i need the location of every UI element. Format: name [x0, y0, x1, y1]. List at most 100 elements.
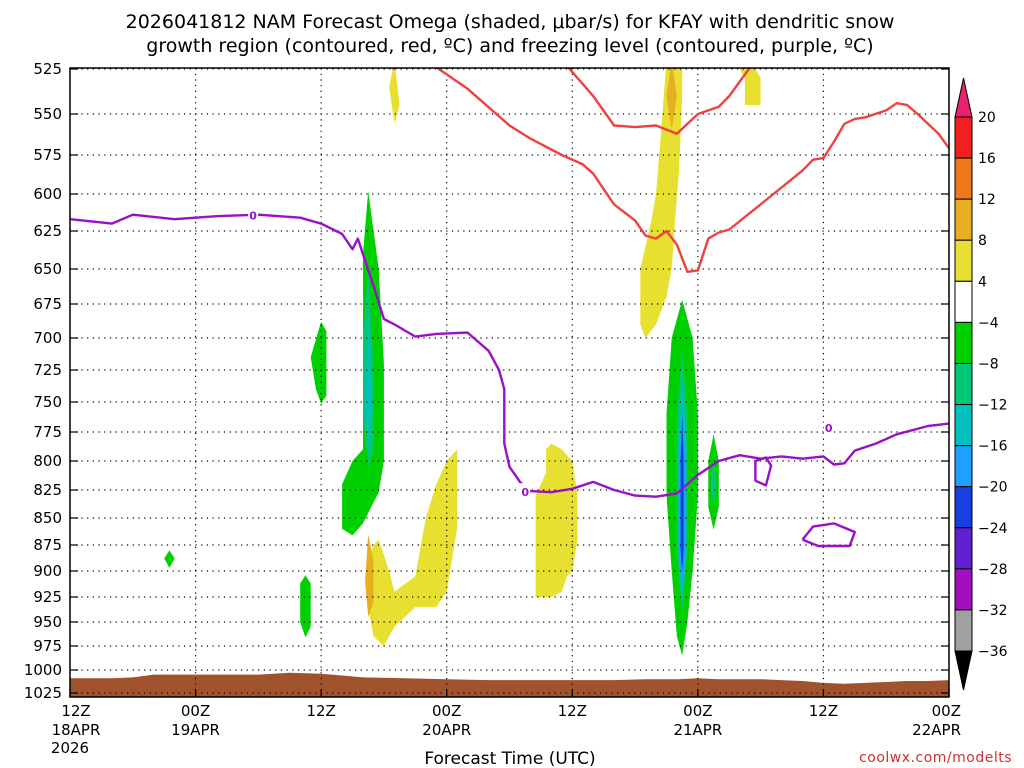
freezing-label-bg-1	[520, 483, 531, 499]
y-tick-label-925: 925	[33, 588, 62, 606]
dgz-contour-marker	[391, 68, 398, 70]
terrain-surface	[70, 672, 949, 697]
chart-title-line1: 2026041812 NAM Forecast Omega (shaded, μ…	[126, 11, 895, 33]
y-axis-ticks: 525 550 575 600 625 650 675 700 725 750 775 800 825 8…	[24, 60, 949, 702]
x-tick-time-24: 12Z	[306, 702, 335, 720]
freezing-label-bg-2	[823, 419, 834, 435]
omega-region-m20-0	[680, 414, 684, 571]
colorbar-label-1: 16	[978, 151, 996, 167]
x-tick-time-60: 00Z	[683, 702, 712, 720]
plot-frame	[69, 67, 950, 698]
freezing-level-label-1: 0	[521, 486, 529, 499]
colorbar-segment-0	[954, 116, 973, 159]
y-tick-label-875: 875	[33, 536, 62, 554]
y-tick-label-700: 700	[33, 329, 62, 347]
omega-region-8-1	[365, 534, 374, 617]
colorbar-label-13: −36	[978, 644, 1008, 660]
x-tick-date-84: 22APR	[912, 721, 961, 739]
terrain-layer	[70, 672, 949, 697]
colorbar-label-7: −12	[978, 398, 1008, 414]
x-tick-time-72: 12Z	[809, 702, 838, 720]
colorbar-segment-2	[954, 198, 973, 241]
omega-region-4-0	[389, 68, 400, 124]
colorbar-label-10: −24	[978, 521, 1008, 537]
x-tick-time-36: 00Z	[432, 702, 461, 720]
omega-region-4-3	[640, 68, 683, 338]
omega-region-m4-3	[164, 550, 175, 568]
x-tick-year-0: 2026	[51, 739, 89, 757]
y-tick-label-1000: 1000	[24, 661, 62, 679]
y-tick-label-975: 975	[33, 637, 62, 655]
y-tick-label-600: 600	[33, 185, 62, 203]
credit-text: coolwx.com/modelts	[859, 750, 1012, 766]
y-tick-label-800: 800	[33, 452, 62, 470]
colorbar-segment-8	[954, 445, 973, 488]
colorbar-label-8: −16	[978, 439, 1008, 455]
colorbar-label-12: −32	[978, 603, 1008, 619]
plot-area: 0 0 0	[69, 60, 950, 698]
y-tick-label-825: 825	[33, 481, 62, 499]
dgz-contour-2	[567, 68, 752, 135]
colorbar-segment-5	[954, 321, 973, 364]
y-tick-label-1025: 1025	[24, 684, 62, 702]
omega-region-4-2	[535, 443, 578, 597]
omega-region-m8-2	[710, 461, 717, 507]
freezing-level-layer: 0 0 0	[70, 206, 949, 548]
y-tick-label-675: 675	[33, 295, 62, 313]
omega-region-m12-0	[365, 324, 372, 450]
y-tick-label-900: 900	[33, 562, 62, 580]
colorbar-label-2: 12	[978, 192, 996, 208]
omega-region-m4-2	[300, 575, 311, 638]
colorbar-label-0: 20	[978, 110, 996, 126]
colorbar-segment-9	[954, 486, 973, 529]
freezing-level-line	[70, 213, 949, 498]
colorbar-segment-11	[954, 568, 973, 611]
omega-region-8-0	[666, 68, 677, 131]
dgz-contour-1	[435, 68, 949, 273]
colorbar-label-6: −8	[978, 356, 999, 372]
freezing-level-label-2: 0	[825, 422, 833, 435]
colorbar-top-arrow	[954, 77, 973, 118]
colorbar-segment-7	[954, 404, 973, 447]
y-tick-label-550: 550	[33, 105, 62, 123]
x-tick-time-12: 00Z	[181, 702, 210, 720]
freezing-level-closed-contour-0	[754, 456, 773, 487]
y-tick-label-525: 525	[33, 60, 62, 78]
x-tick-date-12: 19APR	[171, 721, 220, 739]
colorbar-segment-3	[954, 239, 973, 282]
freezing-level-label-0: 0	[249, 210, 257, 223]
freezing-level-closed-contour-1	[801, 522, 856, 548]
y-tick-label-775: 775	[33, 423, 62, 441]
colorbar-label-5: −4	[978, 315, 999, 331]
omega-region-m4-0	[310, 321, 327, 404]
colorbar-label-9: −20	[978, 480, 1008, 496]
x-tick-time-84: 00Z	[932, 702, 961, 720]
x-tick-date-36: 20APR	[422, 721, 471, 739]
colorbar-label-3: 8	[978, 233, 987, 249]
dgz-contour-0	[358, 60, 405, 65]
y-tick-label-750: 750	[33, 393, 62, 411]
y-tick-label-950: 950	[33, 613, 62, 631]
colorbar-label-11: −28	[978, 562, 1008, 578]
colorbar-bottom-arrow	[954, 650, 973, 691]
colorbar-segment-10	[954, 527, 973, 570]
x-axis-label: Forecast Time (UTC)	[424, 749, 595, 768]
plot-background	[70, 68, 949, 697]
x-tick-time-48: 12Z	[558, 702, 587, 720]
y-tick-label-575: 575	[33, 146, 62, 164]
colorbar-label-4: 4	[978, 274, 987, 290]
omega-region-4-4	[739, 68, 761, 105]
x-tick-time-0: 12Z	[61, 702, 90, 720]
y-tick-label-850: 850	[33, 509, 62, 527]
y-tick-label-625: 625	[33, 222, 62, 240]
freezing-label-bg-0	[248, 206, 259, 222]
y-tick-label-725: 725	[33, 361, 62, 379]
x-tick-date-0: 18APR	[52, 721, 101, 739]
colorbar: 20 16 12 8 4 −4 −8 −12 −16 −20 −24 −28 −32 −36	[954, 77, 1008, 691]
colorbar-segment-4	[954, 280, 973, 323]
colorbar-segment-12	[954, 609, 973, 652]
x-tick-date-60: 21APR	[673, 721, 722, 739]
y-tick-label-650: 650	[33, 260, 62, 278]
